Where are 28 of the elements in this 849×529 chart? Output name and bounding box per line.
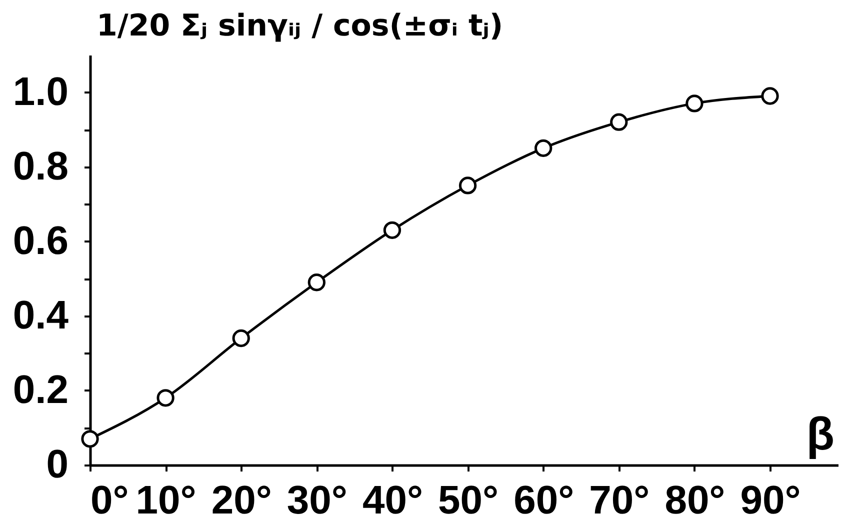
y-tick-label: 0.4 bbox=[12, 293, 70, 338]
x-tick-label: 40° bbox=[362, 478, 423, 522]
y-axis-title: 1/20 Σⱼ sinγᵢⱼ / cos(±σᵢ tⱼ) bbox=[96, 8, 504, 44]
y-tick-label: 1.0 bbox=[12, 70, 68, 114]
point bbox=[232, 329, 250, 348]
point bbox=[761, 87, 779, 105]
x-tick-label: 50° bbox=[438, 478, 499, 522]
x-tick-label: 60° bbox=[514, 478, 574, 522]
point bbox=[156, 389, 174, 407]
x-tick-label: 70° bbox=[589, 478, 650, 522]
y-tick-label: 0.8 bbox=[12, 144, 68, 188]
x-tick-label: 80° bbox=[664, 478, 726, 522]
y-tick-label: 0.2 bbox=[12, 368, 68, 412]
point bbox=[686, 94, 704, 112]
y-tick-label: 0 bbox=[46, 442, 68, 486]
point bbox=[383, 221, 402, 239]
x-tick-label: 90° bbox=[740, 478, 801, 522]
x-tick-label: 30° bbox=[286, 478, 348, 522]
x-tick-label: 20° bbox=[211, 478, 272, 522]
x-tick-label: 0° bbox=[90, 478, 129, 522]
x-axis-title: β bbox=[806, 408, 834, 460]
point bbox=[81, 430, 99, 448]
point bbox=[458, 176, 477, 194]
point bbox=[610, 113, 628, 131]
point bbox=[308, 274, 326, 292]
x-tick-label: 10° bbox=[136, 478, 196, 522]
y-tick-label: 0.6 bbox=[12, 218, 68, 263]
point bbox=[534, 139, 552, 157]
